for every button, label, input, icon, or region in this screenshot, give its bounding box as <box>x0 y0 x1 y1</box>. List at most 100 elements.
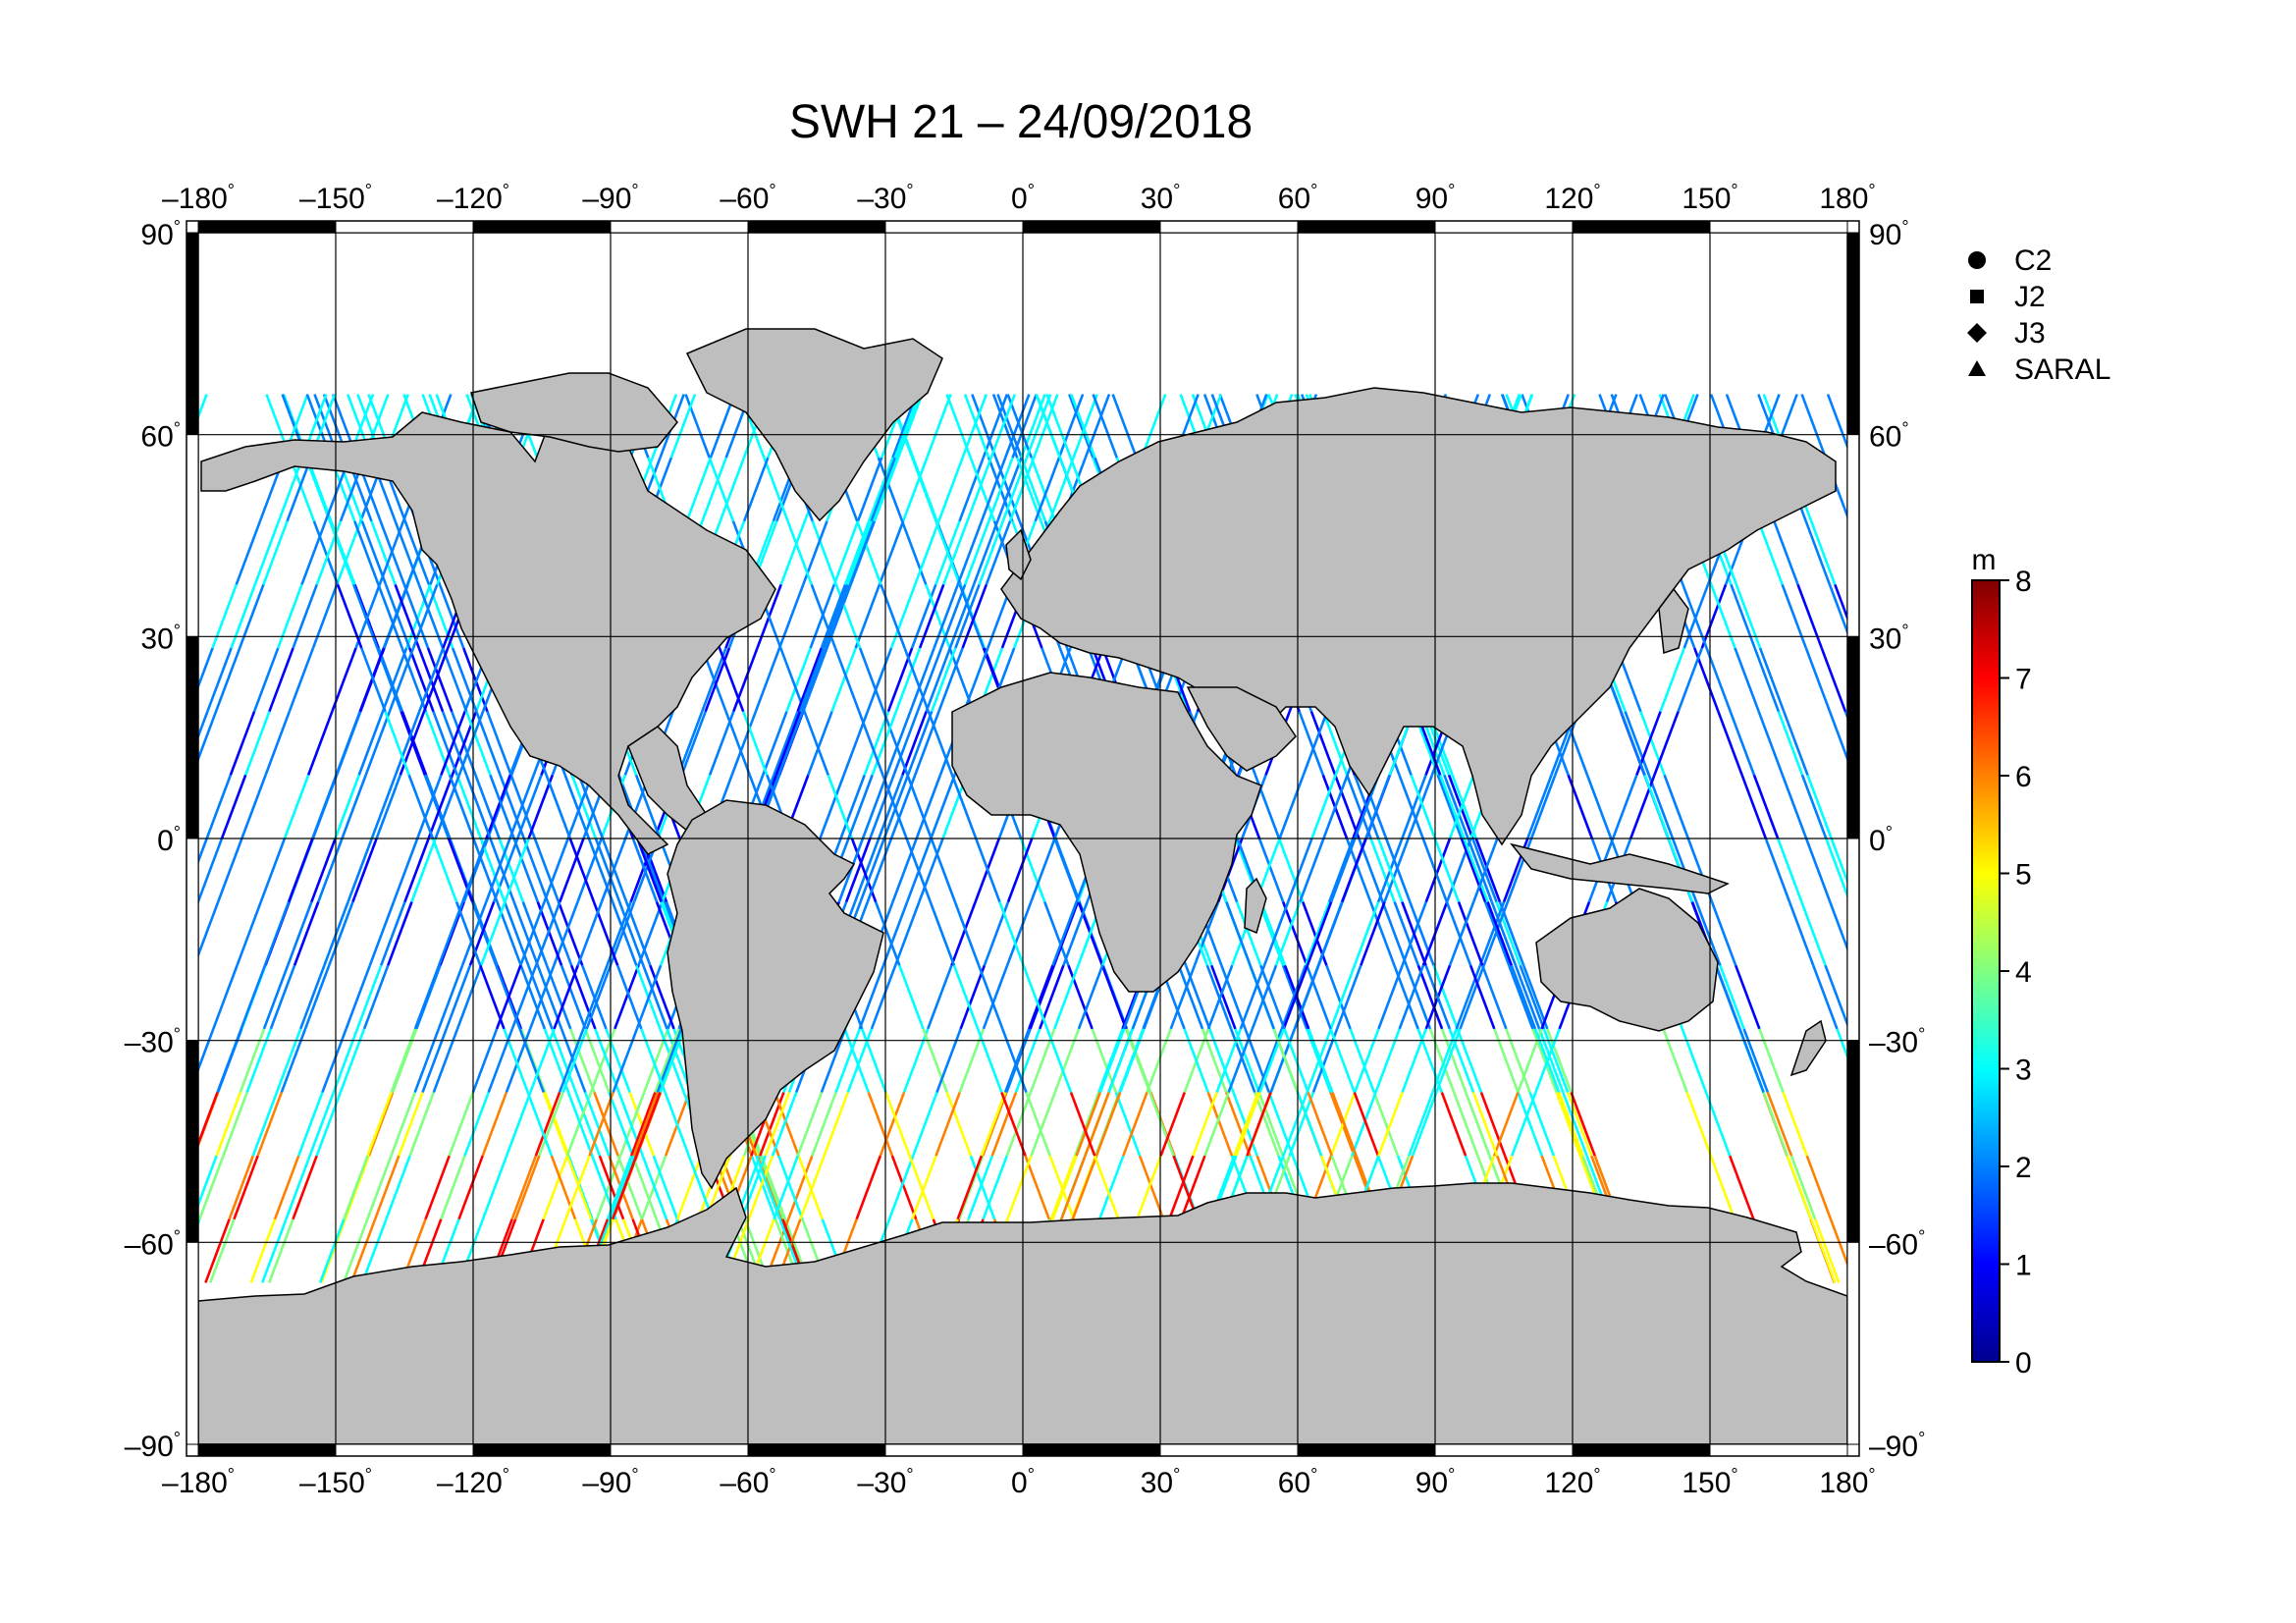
indonesia-land <box>1510 842 1730 894</box>
track-segment <box>906 711 934 776</box>
track-segment <box>1215 1028 1243 1094</box>
track-segment <box>65 1029 88 1093</box>
track-segment <box>1296 1092 1323 1157</box>
track-segment <box>259 838 287 903</box>
track-segment <box>1930 839 1953 902</box>
track-segment <box>522 838 550 903</box>
track-segment <box>576 901 604 966</box>
track-segment <box>811 1092 837 1157</box>
track-segment <box>392 838 419 903</box>
lon-tick-label-bottom: 120° <box>1544 1465 1600 1499</box>
track-segment <box>1440 1092 1468 1157</box>
track-segment <box>521 901 549 966</box>
track-segment <box>908 1155 935 1220</box>
track-segment <box>448 774 475 839</box>
track-segment <box>413 1028 441 1094</box>
track-segment <box>962 647 989 713</box>
track-segment <box>308 1092 336 1157</box>
track-segment <box>807 711 833 776</box>
track-segment <box>1307 1092 1334 1157</box>
track-segment <box>377 583 403 649</box>
track-segment <box>394 583 421 649</box>
frame-segment-top <box>197 220 337 234</box>
track-segment <box>825 583 852 649</box>
track-segment <box>2 1219 26 1283</box>
lon-tick-label-top: 30° <box>1141 181 1181 215</box>
lon-tick-label-bottom: –120° <box>437 1465 509 1499</box>
track-segment <box>527 774 555 839</box>
track-segment <box>565 1155 593 1220</box>
track-segment <box>779 520 807 585</box>
track-segment <box>1329 1092 1357 1157</box>
track-segment <box>1764 838 1791 903</box>
track-segment <box>982 1155 1008 1220</box>
track-segment <box>1000 1092 1027 1157</box>
track-segment <box>1333 774 1361 839</box>
track-segment <box>1873 1093 1896 1157</box>
track-segment <box>370 520 397 585</box>
track-segment <box>352 583 379 649</box>
track-segment <box>1258 1028 1285 1094</box>
track-segment <box>611 901 638 966</box>
track-segment <box>1107 1028 1135 1094</box>
track-segment <box>1384 838 1412 903</box>
track-segment <box>1710 583 1736 649</box>
track-segment <box>123 1093 146 1157</box>
track-segment <box>165 712 188 776</box>
track-segment <box>1310 774 1337 839</box>
frame-segment-bottom <box>1709 1443 1848 1457</box>
track-segment <box>1879 965 1902 1029</box>
track-segment <box>0 902 17 966</box>
track-segment <box>1480 964 1508 1030</box>
track-segment <box>937 647 964 713</box>
track-segment <box>1376 838 1404 903</box>
track-segment <box>594 838 621 903</box>
track-segment <box>407 774 435 839</box>
track-segment <box>718 647 745 713</box>
track-segment <box>874 901 901 966</box>
track-segment <box>2087 1156 2110 1219</box>
track-segment <box>349 1218 377 1283</box>
track-segment <box>1829 1218 1847 1268</box>
frame-segment-left <box>186 838 199 1042</box>
track-segment <box>1028 964 1054 1030</box>
track-segment <box>408 1092 436 1157</box>
track-segment <box>803 711 829 776</box>
track-segment <box>1084 394 1111 459</box>
track-segment <box>1235 901 1262 966</box>
frame-segment-top <box>335 220 474 234</box>
track-segment <box>1051 901 1078 966</box>
track-segment <box>916 647 943 713</box>
track-segment <box>1729 1155 1755 1220</box>
track-segment <box>1032 394 1059 459</box>
track-segment <box>847 774 874 839</box>
track-segment <box>1057 394 1085 459</box>
track-segment <box>600 838 627 903</box>
lon-tick-label-top: –150° <box>299 181 372 215</box>
south-america-land <box>667 799 884 1190</box>
track-segment <box>1542 1028 1570 1094</box>
track-segment <box>1471 838 1499 903</box>
track-segment <box>1179 1155 1206 1220</box>
frame-segment-left <box>186 1241 199 1445</box>
track-segment <box>159 458 183 521</box>
track-segment <box>839 774 866 839</box>
track-segment <box>1045 394 1072 459</box>
track-segment <box>796 1092 824 1157</box>
track-segment <box>347 838 373 903</box>
track-segment <box>856 520 882 585</box>
track-segment <box>685 457 713 522</box>
track-segment <box>1003 1028 1031 1094</box>
track-segment <box>635 1092 662 1157</box>
track-segment <box>317 838 344 903</box>
colorbar-ticks: 8 7 6 5 4 3 2 1 0 <box>2000 566 2032 1380</box>
track-segment <box>901 457 929 522</box>
legend-label: J3 <box>2014 317 2046 350</box>
track-segment <box>1482 901 1510 966</box>
lon-tick-label-top: 90° <box>1415 181 1456 215</box>
track-segment <box>1304 901 1331 966</box>
track-segment <box>1249 964 1276 1030</box>
track-segment <box>204 1218 231 1283</box>
track-segment <box>680 711 707 776</box>
track-segment <box>1140 394 1167 459</box>
